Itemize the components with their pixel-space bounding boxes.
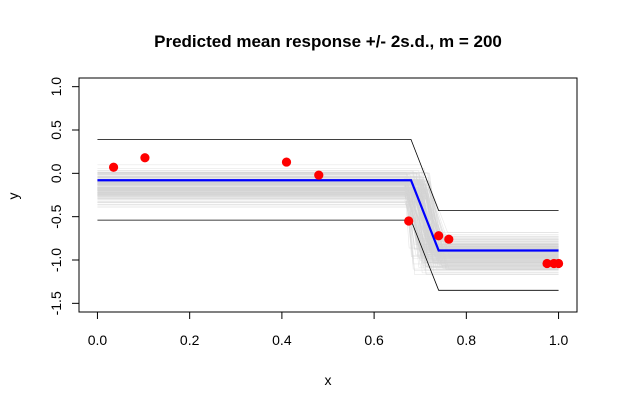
x-tick-label: 0.4 bbox=[272, 332, 292, 348]
sample-line bbox=[97, 187, 559, 261]
y-tick-label: 1.0 bbox=[48, 77, 64, 97]
sample-line bbox=[97, 189, 559, 254]
observed-points bbox=[108, 153, 564, 269]
sample-line bbox=[97, 199, 559, 254]
sample-line bbox=[97, 184, 559, 243]
sample-line bbox=[97, 194, 559, 270]
mean-line bbox=[97, 179, 559, 252]
mean-line-group bbox=[97, 179, 559, 252]
x-tick-label: 0.0 bbox=[88, 332, 108, 348]
band-lines bbox=[97, 139, 559, 291]
y-tick-label: -1.0 bbox=[48, 248, 64, 272]
sample-line bbox=[97, 191, 559, 263]
data-point bbox=[444, 234, 454, 244]
chart-title: Predicted mean response +/- 2s.d., m = 2… bbox=[154, 32, 502, 51]
sample-line bbox=[97, 175, 559, 262]
sample-line bbox=[97, 177, 559, 249]
x-axis: 0.0 0.2 0.4 0.6 0.8 1.0 bbox=[88, 311, 569, 348]
x-tick-label: 1.0 bbox=[549, 332, 569, 348]
x-tick-label: 0.8 bbox=[457, 332, 477, 348]
y-tick-label: 0.5 bbox=[48, 120, 64, 140]
y-axis: -1.5 -1.0 -0.5 0.0 0.5 1.0 bbox=[48, 77, 80, 315]
y-tick-label: -0.5 bbox=[48, 204, 64, 228]
data-point bbox=[314, 170, 324, 180]
sample-line bbox=[97, 201, 559, 264]
x-tick-label: 0.6 bbox=[364, 332, 384, 348]
x-axis-label: x bbox=[325, 372, 332, 388]
data-point bbox=[140, 153, 150, 163]
y-axis-label: y bbox=[5, 193, 21, 200]
data-point bbox=[108, 162, 119, 172]
y-tick-label: -1.5 bbox=[48, 291, 64, 315]
data-point bbox=[542, 258, 552, 269]
lower-band-line bbox=[97, 219, 559, 291]
data-point bbox=[281, 157, 292, 167]
data-point bbox=[404, 216, 414, 226]
data-point bbox=[553, 258, 564, 269]
y-tick-label: 0.0 bbox=[48, 163, 64, 183]
sample-line bbox=[97, 182, 559, 241]
data-point bbox=[434, 231, 444, 241]
sample-line bbox=[97, 188, 559, 261]
sample-line bbox=[97, 198, 559, 257]
upper-band-line bbox=[97, 139, 559, 211]
x-tick-label: 0.2 bbox=[180, 332, 200, 348]
sample-line bbox=[97, 192, 559, 253]
sample-line bbox=[97, 176, 559, 258]
